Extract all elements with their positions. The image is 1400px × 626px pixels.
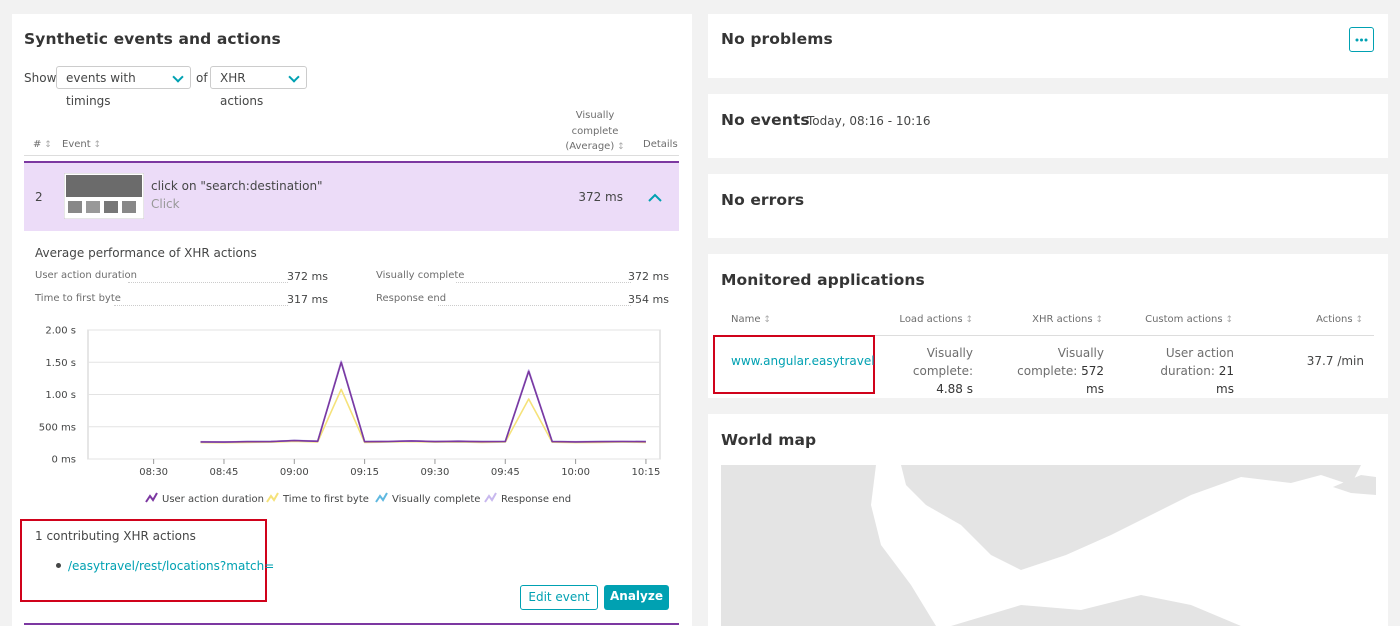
x-tick-label: 09:45 <box>491 467 520 478</box>
legend-label: Time to first byte <box>282 494 369 505</box>
problems-panel <box>708 14 1388 78</box>
table-header[interactable]: Name <box>731 314 771 325</box>
metric-value: 317 ms <box>287 293 328 306</box>
x-tick-label: 09:30 <box>421 467 450 478</box>
event-type: Click <box>151 197 180 211</box>
filter-dropdown[interactable]: XHR actions <box>210 66 307 108</box>
metric-value: 572 ms <box>1081 364 1104 396</box>
table-header: Details <box>643 139 678 150</box>
table-header[interactable]: Custom actions <box>1120 314 1233 325</box>
highlight-box <box>713 335 875 394</box>
x-tick-label: 09:15 <box>350 467 379 478</box>
app-link[interactable]: www.angular.easytravel <box>731 354 875 368</box>
metric-label: User action duration: <box>1160 346 1234 378</box>
legend-icon <box>484 492 497 503</box>
table-header[interactable]: Actions <box>1250 314 1363 325</box>
metric-label: Response end <box>376 293 447 304</box>
metric-value: 21 ms <box>1216 364 1234 396</box>
metric-label: Visually complete: <box>912 346 973 378</box>
x-tick-label: 10:00 <box>561 467 590 478</box>
edit-button[interactable]: Edit event <box>520 585 598 610</box>
legend-icon <box>145 492 158 503</box>
apps-panel <box>708 254 1388 398</box>
more-icon <box>1355 38 1368 42</box>
row-index: 2 <box>35 190 43 204</box>
legend-item: Visually complete <box>375 492 480 505</box>
x-tick-label: 08:30 <box>139 467 168 478</box>
panel-title: No errors <box>721 191 805 209</box>
event-thumbnail <box>64 173 144 219</box>
legend-label: Visually complete <box>392 494 480 505</box>
collapse-toggle[interactable] <box>647 191 663 203</box>
y-tick-label: 1.00 s <box>45 390 76 401</box>
highlight-box <box>20 519 267 602</box>
y-tick-label: 2.00 s <box>45 326 76 337</box>
custom-actions: User action duration: 21 ms <box>1150 344 1234 398</box>
filter-dropdown[interactable]: events with timings <box>56 66 191 108</box>
visually-complete: 372 ms <box>578 190 623 204</box>
leader-line <box>456 282 631 283</box>
table-header[interactable]: Visually complete (Average) <box>562 108 628 156</box>
xhr-link[interactable]: /easytravel/rest/locations?match= <box>68 559 275 573</box>
leader-line <box>128 282 288 283</box>
y-tick-label: 0 ms <box>52 455 77 466</box>
xhr-actions: Visually complete: 572 ms <box>1000 344 1104 398</box>
bullet <box>56 563 61 568</box>
metric-label: User action duration <box>35 270 138 281</box>
perf-title: Average performance of XHR actions <box>35 246 257 260</box>
metric-value: 354 ms <box>628 293 669 306</box>
event-name: click on "search:destination" <box>151 179 323 193</box>
y-tick-label: 500 ms <box>39 422 76 433</box>
show-label: Show <box>24 71 57 85</box>
events-panel <box>708 94 1388 158</box>
legend-item: User action duration <box>145 492 264 505</box>
of-label: of <box>196 71 208 85</box>
load-actions: Visually complete: 4.88 s <box>893 344 973 398</box>
metric-value: 372 ms <box>628 270 669 283</box>
more-button[interactable] <box>1349 27 1374 52</box>
leader-line <box>438 305 631 306</box>
series-line <box>200 361 646 443</box>
contributing-title: 1 contributing XHR actions <box>35 529 196 543</box>
metric-value: 4.88 s <box>936 382 973 396</box>
errors-panel <box>708 174 1388 238</box>
table-header[interactable]: XHR actions <box>990 314 1103 325</box>
metric-label: Visually complete <box>376 270 465 281</box>
x-tick-label: 09:00 <box>280 467 309 478</box>
x-tick-label: 10:15 <box>632 467 661 478</box>
actions-rate: 37.7 /min <box>1306 354 1364 368</box>
chart: 0 ms 500 ms 1.00 s 1.50 s 2.00 s 08:30 08:45 09… <box>39 326 661 505</box>
leader-line <box>114 305 288 306</box>
row-border <box>24 623 679 625</box>
legend-label: Response end <box>501 494 571 505</box>
metric-label: Visually complete: <box>1017 346 1104 378</box>
x-tick-label: 08:45 <box>210 467 239 478</box>
metric-label: Time to first byte <box>35 293 121 304</box>
legend-icon <box>375 492 388 503</box>
legend-item: Response end <box>484 492 571 505</box>
panel-title: World map <box>721 431 817 449</box>
panel-title: No events <box>721 111 810 129</box>
panel-title: Synthetic events and actions <box>24 30 281 48</box>
table-header[interactable]: Load actions <box>860 314 973 325</box>
legend-item: Time to first byte <box>266 492 369 505</box>
table-header[interactable]: # <box>33 139 52 150</box>
analyze-button[interactable]: Analyze <box>604 585 669 610</box>
legend-icon <box>266 492 279 503</box>
legend-label: User action duration <box>162 494 264 505</box>
metric-value: 372 ms <box>287 270 328 283</box>
divider <box>24 155 679 156</box>
world-map <box>721 465 1376 626</box>
divider <box>714 335 1374 336</box>
time-range: Today, 08:16 - 10:16 <box>807 114 931 128</box>
panel-title: No problems <box>721 30 833 48</box>
table-header[interactable]: Event <box>62 139 101 150</box>
y-tick-label: 1.50 s <box>45 358 76 369</box>
panel-title: Monitored applications <box>721 271 925 289</box>
